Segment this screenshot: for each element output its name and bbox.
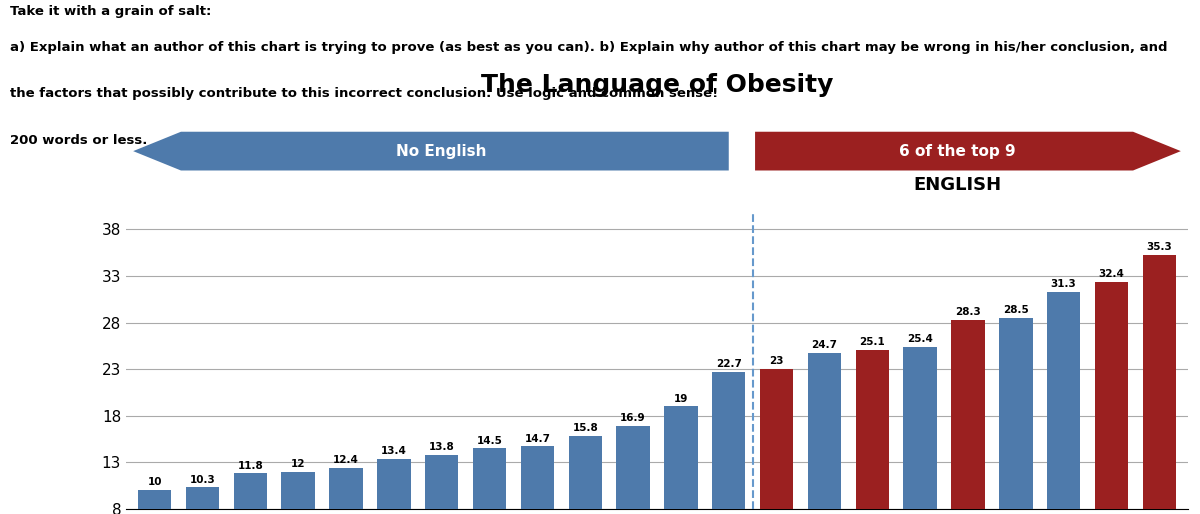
Bar (425, 455, 458, 514)
Bar (1094, 282, 1128, 514)
Bar (952, 320, 985, 514)
Text: 31.3: 31.3 (1051, 279, 1076, 289)
Text: 6 of the top 9: 6 of the top 9 (899, 143, 1015, 159)
Text: 12: 12 (290, 459, 306, 469)
Text: 16.9: 16.9 (620, 413, 646, 423)
Text: Take it with a grain of salt:: Take it with a grain of salt: (10, 5, 211, 18)
Bar (234, 473, 268, 514)
Bar (712, 372, 745, 514)
Text: 25.4: 25.4 (907, 334, 934, 344)
Bar (282, 472, 314, 514)
Text: 14.7: 14.7 (524, 434, 551, 444)
Text: 200 words or less.: 200 words or less. (10, 134, 146, 146)
Bar (138, 490, 172, 514)
Text: 10.3: 10.3 (190, 474, 216, 485)
Bar (186, 487, 220, 514)
Text: 23: 23 (769, 356, 784, 366)
Text: 13.4: 13.4 (380, 446, 407, 456)
Bar (377, 458, 410, 514)
Text: No English: No English (396, 143, 487, 159)
Text: 28.5: 28.5 (1003, 305, 1028, 315)
Text: a) Explain what an author of this chart is trying to prove (as best as you can).: a) Explain what an author of this chart … (10, 41, 1168, 54)
Text: 11.8: 11.8 (238, 461, 263, 471)
Bar (1046, 292, 1080, 514)
Text: 28.3: 28.3 (955, 307, 980, 317)
Bar (569, 436, 602, 514)
Text: 15.8: 15.8 (572, 424, 598, 433)
Text: 35.3: 35.3 (1146, 242, 1172, 252)
Polygon shape (133, 132, 728, 171)
Bar (329, 468, 362, 514)
Bar (808, 353, 841, 514)
Bar (473, 448, 506, 514)
Bar (521, 447, 554, 514)
Bar (760, 369, 793, 514)
Text: ENGLISH: ENGLISH (913, 176, 1001, 194)
Bar (1000, 318, 1032, 514)
Text: 25.1: 25.1 (859, 337, 886, 347)
Bar (617, 426, 650, 514)
Text: 24.7: 24.7 (811, 340, 838, 351)
Text: 22.7: 22.7 (716, 359, 742, 369)
Text: 19: 19 (673, 394, 688, 403)
Bar (664, 407, 697, 514)
Text: 10: 10 (148, 478, 162, 487)
Text: 12.4: 12.4 (334, 455, 359, 465)
Bar (1142, 254, 1176, 514)
Text: The Language of Obesity: The Language of Obesity (481, 74, 833, 98)
Bar (904, 347, 937, 514)
Text: the factors that possibly contribute to this incorrect conclusion. Use logic and: the factors that possibly contribute to … (10, 87, 718, 100)
Text: 14.5: 14.5 (476, 435, 503, 446)
Text: 13.8: 13.8 (428, 442, 455, 452)
Text: 32.4: 32.4 (1098, 269, 1124, 279)
Polygon shape (755, 132, 1181, 171)
Bar (856, 350, 889, 514)
